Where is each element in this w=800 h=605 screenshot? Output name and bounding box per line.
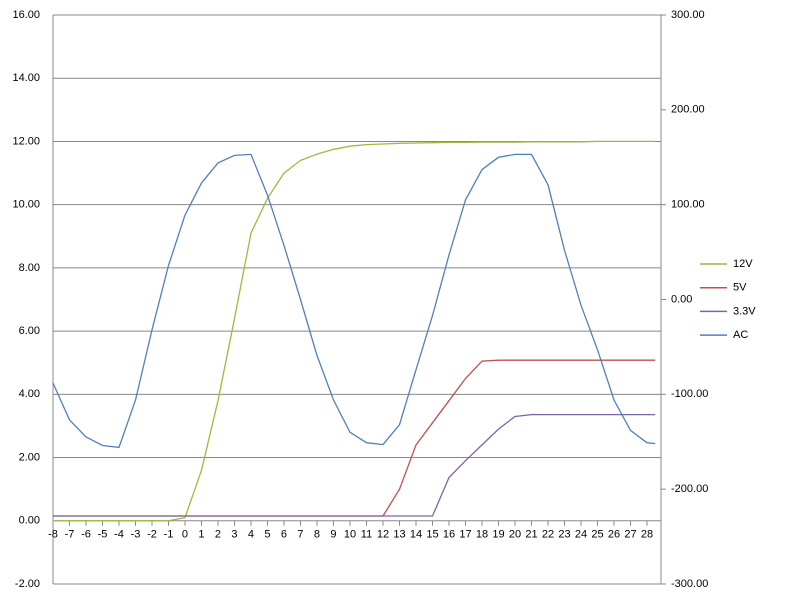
x-tick-label: 26 xyxy=(608,529,620,541)
x-tick-label: 8 xyxy=(314,529,320,541)
series-line xyxy=(53,413,656,517)
legend-label: 5V xyxy=(733,282,747,294)
x-tick-label: 2 xyxy=(215,529,221,541)
x-tick-label: 19 xyxy=(492,529,504,541)
x-tick-label: 17 xyxy=(459,529,471,541)
x-tick-label: 28 xyxy=(641,529,653,541)
y2-tick-label: 0.00 xyxy=(671,293,692,305)
x-tick-label: 21 xyxy=(525,529,537,541)
legend-label: 3.3V xyxy=(733,305,756,317)
x-tick-label: 16 xyxy=(443,529,455,541)
x-tick-label: -2 xyxy=(147,529,157,541)
x-tick-label: 22 xyxy=(542,529,554,541)
y-tick-label: -2.00 xyxy=(15,578,40,590)
series-line xyxy=(53,359,656,517)
x-tick-label: 18 xyxy=(476,529,488,541)
y2-tick-label: 200.00 xyxy=(671,104,705,116)
y-tick-label: 8.00 xyxy=(19,262,40,274)
x-tick-label: 4 xyxy=(248,529,254,541)
y2-tick-label: 300.00 xyxy=(671,9,705,21)
x-tick-label: 27 xyxy=(624,529,636,541)
y-tick-label: 6.00 xyxy=(19,325,40,337)
x-tick-label: 12 xyxy=(377,529,389,541)
x-tick-label: 3 xyxy=(231,529,237,541)
y-tick-label: 16.00 xyxy=(12,9,40,21)
x-tick-label: 5 xyxy=(264,529,270,541)
x-tick-label: -5 xyxy=(98,529,108,541)
series-line xyxy=(52,153,656,449)
x-tick-label: -3 xyxy=(131,529,141,541)
y-tick-label: 10.00 xyxy=(12,199,40,211)
x-tick-label: -4 xyxy=(114,529,124,541)
y-tick-label: 4.00 xyxy=(19,388,40,400)
x-tick-label: -1 xyxy=(164,529,174,541)
x-tick-label: 24 xyxy=(575,529,587,541)
y2-tick-label: -300.00 xyxy=(671,578,708,590)
x-tick-label: 25 xyxy=(591,529,603,541)
series-line xyxy=(53,140,656,522)
legend-label: AC xyxy=(733,329,748,341)
x-tick-label: 13 xyxy=(393,529,405,541)
y-tick-label: 12.00 xyxy=(12,135,40,147)
x-tick-label: 11 xyxy=(361,529,372,541)
y-tick-label: 14.00 xyxy=(12,72,40,84)
x-tick-label: 15 xyxy=(426,529,438,541)
y2-tick-label: -200.00 xyxy=(671,483,708,495)
x-tick-label: -8 xyxy=(48,529,58,541)
x-tick-label: 14 xyxy=(410,529,422,541)
y-tick-label: 2.00 xyxy=(19,451,40,463)
legend-label: 12V xyxy=(733,258,753,270)
y2-tick-label: -100.00 xyxy=(671,388,708,400)
x-tick-label: 1 xyxy=(198,529,204,541)
x-tick-label: 10 xyxy=(344,529,356,541)
x-tick-label: -7 xyxy=(65,529,75,541)
y-tick-label: 0.00 xyxy=(19,515,40,527)
x-tick-label: -6 xyxy=(81,529,91,541)
x-tick-label: 6 xyxy=(281,529,287,541)
x-tick-label: 7 xyxy=(297,529,303,541)
x-tick-label: 20 xyxy=(509,529,521,541)
x-tick-label: 0 xyxy=(182,529,188,541)
x-tick-label: 23 xyxy=(558,529,570,541)
x-tick-label: 9 xyxy=(330,529,336,541)
y2-tick-label: 100.00 xyxy=(671,199,705,211)
